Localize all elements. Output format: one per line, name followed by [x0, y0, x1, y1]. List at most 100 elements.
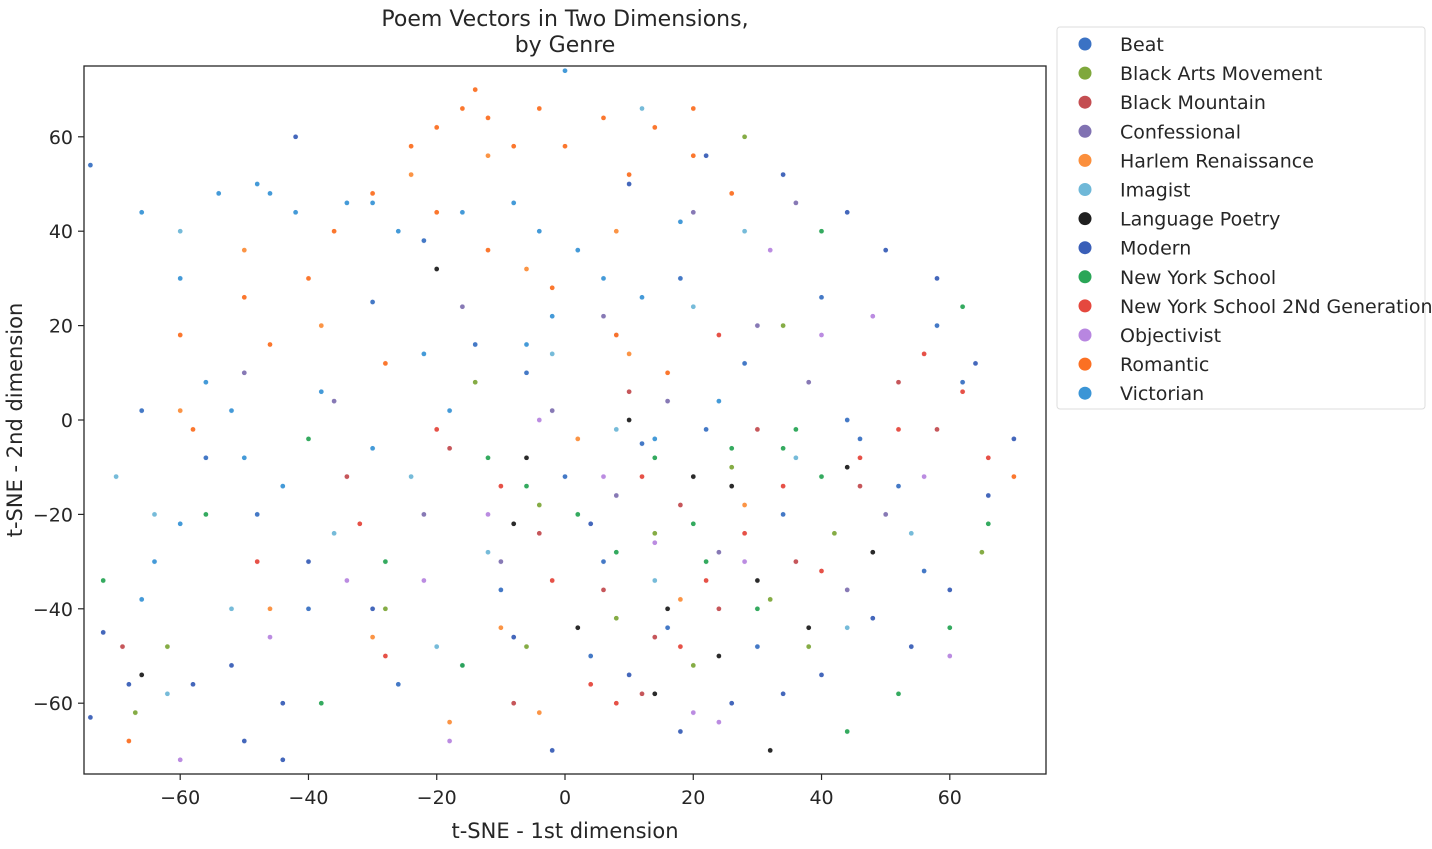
data-point — [421, 351, 427, 357]
data-point — [203, 454, 209, 461]
data-point — [793, 454, 799, 461]
data-point — [626, 672, 632, 678]
data-point — [241, 247, 248, 253]
data-point — [305, 558, 312, 565]
legend-item: Romantic — [1078, 354, 1209, 376]
data-point — [857, 454, 863, 461]
data-point — [459, 303, 466, 310]
legend-marker — [1078, 183, 1092, 196]
data-point — [433, 426, 440, 433]
data-point — [318, 322, 325, 329]
legend-item: Confessional — [1078, 121, 1241, 143]
legend-label: Romantic — [1120, 354, 1209, 376]
data-point — [651, 454, 658, 461]
legend-marker — [1078, 328, 1092, 342]
legend: Beat Black Arts Movement Black Mountain Con… — [1056, 26, 1432, 410]
x-tick-label: −60 — [160, 787, 200, 809]
data-point — [523, 483, 530, 489]
data-point — [177, 756, 184, 763]
data-point — [536, 228, 543, 235]
data-point — [267, 341, 273, 348]
data-point — [767, 747, 774, 754]
data-point — [741, 558, 748, 565]
data-point — [1011, 473, 1017, 480]
data-point — [241, 369, 248, 376]
data-point — [946, 653, 953, 659]
data-point — [959, 388, 966, 395]
chart-title-line-2: by Genre — [515, 33, 616, 58]
data-point — [613, 228, 620, 235]
data-point — [485, 511, 491, 518]
data-point — [946, 624, 953, 631]
data-point — [574, 436, 581, 442]
data-point — [972, 360, 979, 367]
data-point — [446, 719, 453, 725]
data-point — [151, 511, 158, 518]
x-axis-title: t-SNE - 1st dimension — [451, 819, 678, 843]
data-point — [690, 709, 697, 716]
data-point — [818, 228, 825, 235]
data-point — [331, 530, 337, 537]
data-point — [844, 464, 851, 471]
data-point — [126, 681, 132, 688]
data-point — [267, 605, 273, 612]
data-point — [587, 681, 594, 688]
data-point — [267, 634, 273, 640]
data-point — [344, 577, 350, 584]
data-point — [536, 417, 543, 423]
data-point — [908, 530, 915, 537]
data-point — [728, 445, 735, 452]
y-axis: −60 −40 −20 0 20 40 60 — [33, 127, 84, 715]
legend-label: New York School — [1120, 267, 1276, 289]
data-point — [818, 568, 825, 574]
data-point — [651, 124, 658, 131]
data-point — [549, 747, 556, 754]
legend-marker — [1078, 153, 1092, 167]
data-point — [215, 190, 222, 197]
data-point — [793, 426, 799, 433]
data-point — [446, 407, 453, 414]
data-point — [979, 549, 985, 556]
data-point — [651, 690, 658, 697]
data-point — [639, 294, 645, 301]
data-point — [793, 200, 799, 206]
data-point — [574, 247, 581, 253]
data-point — [651, 634, 658, 640]
data-point — [626, 351, 632, 357]
legend-marker — [1078, 124, 1092, 138]
data-point — [600, 313, 607, 320]
data-point — [716, 398, 722, 404]
data-point — [241, 454, 248, 461]
legend-item: Black Mountain — [1078, 92, 1266, 114]
data-point — [857, 483, 863, 489]
data-point — [780, 445, 786, 452]
data-point — [754, 643, 761, 650]
data-point — [895, 690, 902, 697]
data-point — [510, 634, 517, 640]
data-point — [292, 133, 299, 140]
data-point — [459, 209, 466, 216]
legend-label: Beat — [1120, 34, 1164, 56]
data-point — [267, 190, 273, 197]
data-point — [254, 558, 261, 565]
data-point — [600, 587, 607, 593]
legend-label: Objectivist — [1120, 325, 1221, 347]
data-point — [318, 700, 325, 707]
x-axis: −60 −40 −20 0 20 40 60 — [160, 774, 962, 809]
data-point — [472, 86, 479, 93]
data-point — [703, 558, 709, 565]
data-point — [793, 558, 799, 565]
data-point — [780, 483, 786, 489]
data-point — [138, 596, 145, 603]
data-point — [818, 332, 825, 338]
data-point — [203, 379, 209, 386]
legend-label: Black Arts Movement — [1120, 63, 1322, 85]
data-point — [677, 275, 684, 282]
data-point — [279, 483, 286, 489]
legend-item: Harlem Renaissance — [1078, 150, 1314, 172]
data-point — [639, 690, 645, 697]
data-point — [882, 511, 889, 518]
x-tick-label: −20 — [417, 787, 457, 809]
data-point — [344, 200, 350, 206]
data-point — [805, 379, 812, 386]
